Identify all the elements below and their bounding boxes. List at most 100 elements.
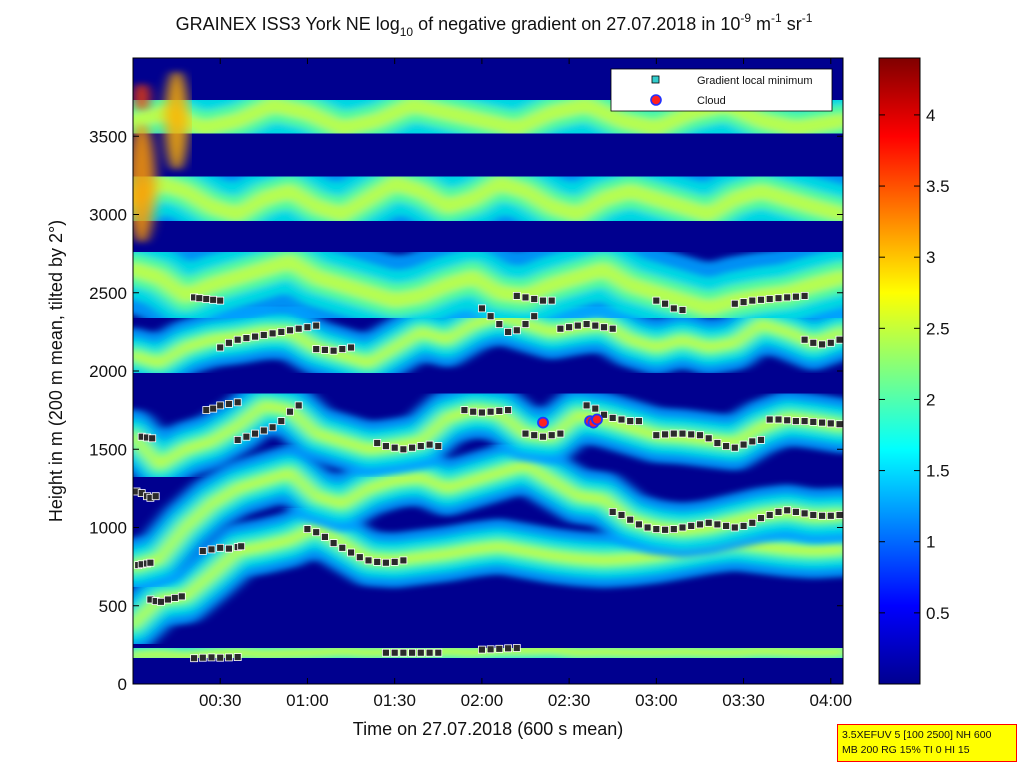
y-axis-label: Height in m (200 m mean, tilted by 2°) <box>46 220 66 522</box>
gradient-minimum-marker <box>643 523 652 532</box>
plot-area <box>132 57 844 685</box>
gradient-minimum-marker <box>312 528 321 537</box>
gradient-minimum-marker <box>696 431 704 440</box>
gradient-minimum-marker <box>722 522 730 530</box>
chart-title: GRAINEX ISS3 York NE log10 of negative g… <box>176 11 813 39</box>
gradient-minimum-marker <box>381 442 390 451</box>
y-tick-label: 0 <box>118 675 127 694</box>
gradient-minimum-marker <box>198 653 207 662</box>
gradient-minimum-marker <box>329 346 338 355</box>
y-tick-label: 500 <box>99 597 127 616</box>
colorbar-ticks: 0.5 1 1.5 2 2.5 3 3.5 4 <box>879 106 950 623</box>
gradient-minimum-marker <box>477 408 486 417</box>
gradient-minimum-marker <box>591 321 600 330</box>
gradient-minimum-marker <box>504 406 513 415</box>
y-tick-label: 1500 <box>89 440 127 459</box>
gradient-minimum-marker <box>748 296 757 305</box>
gradient-minimum-marker <box>730 299 739 308</box>
gradient-minimum-marker <box>320 533 329 541</box>
gradient-minimum-marker <box>434 442 443 451</box>
gradient-minimum-marker <box>163 595 172 604</box>
gradient-minimum-marker <box>486 645 495 654</box>
colorbar-tick-label: 4 <box>926 106 935 125</box>
heatmap-band <box>133 254 843 316</box>
cloud-marker <box>537 416 549 429</box>
gradient-minimum-marker <box>202 295 211 303</box>
gradient-minimum-marker <box>209 295 218 304</box>
gradient-minimum-marker <box>198 547 207 555</box>
gradient-minimum-marker <box>399 648 408 657</box>
gradient-minimum-marker <box>216 653 225 662</box>
gradient-minimum-marker <box>312 345 321 354</box>
cloud-markers <box>537 413 603 429</box>
gradient-minimum-marker <box>748 518 757 527</box>
gradient-minimum-marker <box>216 343 225 352</box>
y-tick-label: 3000 <box>89 206 127 225</box>
hotspot <box>133 123 156 244</box>
gradient-minimum-marker <box>381 558 390 567</box>
gradient-minimum-marker <box>835 335 843 344</box>
gradient-minimum-marker <box>635 417 643 426</box>
gradient-minimum-marker <box>251 429 260 438</box>
gradient-minimum-marker <box>826 338 835 347</box>
colorbar-tick-label: 1.5 <box>926 462 950 481</box>
gradient-minimum-marker <box>268 329 277 338</box>
colorbar-tick-label: 3.5 <box>926 177 950 196</box>
gradient-minima-markers <box>133 291 843 663</box>
gradient-minimum-marker <box>652 431 661 440</box>
gradient-minimum-marker <box>209 404 218 413</box>
gradient-minimum-marker <box>364 556 373 565</box>
gradient-minimum-marker <box>251 332 260 341</box>
gradient-minimum-marker <box>170 594 179 602</box>
gradient-minimum-marker <box>486 312 495 321</box>
gradient-minimum-marker <box>329 539 338 547</box>
gradient-minimum-marker <box>416 442 425 451</box>
heatmap-hotspot <box>133 70 189 244</box>
gradient-minimum-marker <box>765 511 774 519</box>
gradient-minimum-marker <box>156 597 165 606</box>
colorbar-tick-label: 3 <box>926 248 935 267</box>
gradient-minimum-marker <box>512 326 521 335</box>
gradient-minimum-marker <box>757 295 765 304</box>
heatmap-band <box>133 176 843 222</box>
gradient-minimum-marker <box>347 548 356 557</box>
heatmap-layers <box>133 60 843 679</box>
gradient-minimum-marker <box>565 323 573 332</box>
gradient-minimum-marker <box>477 645 486 654</box>
gradient-minimum-marker <box>477 304 486 313</box>
gradient-minimum-marker <box>347 343 356 352</box>
gradient-minimum-marker <box>434 648 443 657</box>
gradient-minimum-marker <box>148 434 157 443</box>
gradient-minimum-marker <box>233 335 242 344</box>
gradient-minimum-marker <box>233 398 242 407</box>
gradient-minimum-marker <box>486 407 495 416</box>
settings-info-box: 3.5XEFUV 5 [100 2500] NH 600 MB 200 RG 1… <box>837 724 1017 762</box>
gradient-minimum-marker <box>539 432 547 441</box>
gradient-minimum-marker <box>835 511 843 519</box>
gradient-minimum-marker <box>713 439 722 447</box>
legend: Gradient local minimum Cloud <box>610 68 833 112</box>
gradient-minimum-marker <box>530 431 539 440</box>
gradient-minimum-marker <box>233 435 242 444</box>
gradient-minimum-marker <box>739 298 748 307</box>
settings-line-2: MB 200 RG 15% TI 0 HI 15 <box>842 744 970 756</box>
gradient-minimum-marker <box>338 543 347 552</box>
gradient-minimum-marker <box>286 326 294 335</box>
x-tick-label: 03:00 <box>635 691 678 710</box>
y-tick-label: 2000 <box>89 362 127 381</box>
gradient-minimum-marker <box>242 432 251 441</box>
gradient-minimum-marker <box>757 514 765 522</box>
gradient-minimum-marker <box>237 542 246 551</box>
gradient-minimum-marker <box>259 331 268 339</box>
gradient-minimum-marker <box>495 320 504 329</box>
gradient-minimum-marker <box>783 416 792 425</box>
gradient-minimum-marker <box>678 429 687 438</box>
gradient-minimum-marker <box>425 648 434 657</box>
gradient-minimum-marker <box>730 523 739 532</box>
gradient-minimum-marker <box>530 295 539 303</box>
legend-box <box>610 68 833 112</box>
gradient-minimum-marker <box>591 404 600 413</box>
gradient-minimum-marker <box>277 417 286 426</box>
gradient-minimum-marker <box>800 291 809 300</box>
